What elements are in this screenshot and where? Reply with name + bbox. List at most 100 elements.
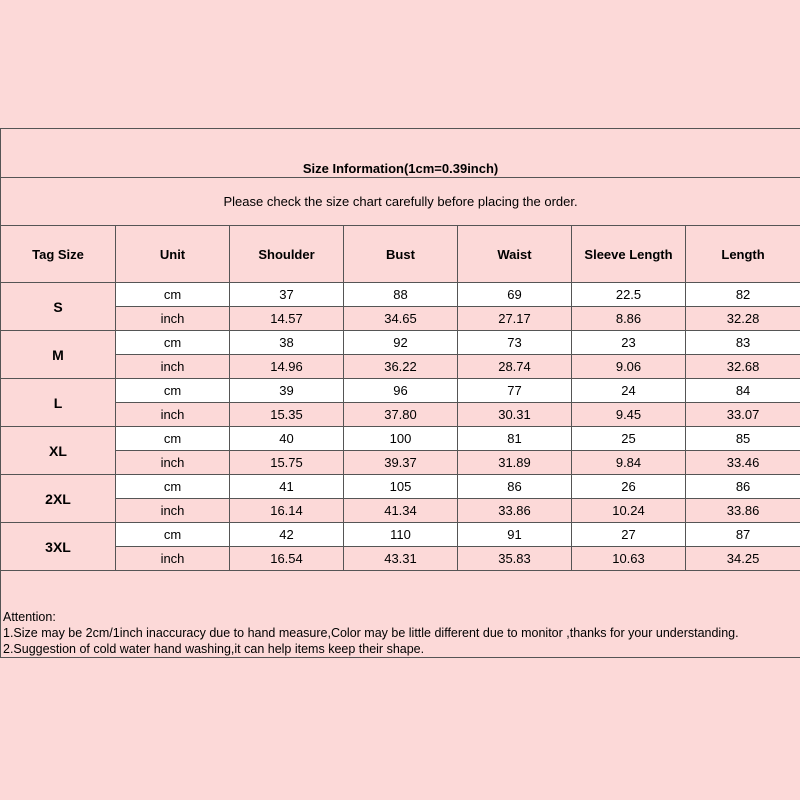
tag-size-cell: L — [0, 378, 116, 427]
column-header: Shoulder — [229, 225, 344, 283]
tag-size-cell: S — [0, 282, 116, 331]
value-cell: 14.57 — [229, 306, 344, 331]
table-row: inch 14.57 34.65 27.17 8.86 32.28 — [1, 306, 800, 331]
value-cell: 9.06 — [571, 354, 686, 379]
column-header: Waist — [457, 225, 572, 283]
value-cell: 41 — [229, 474, 344, 499]
value-cell: 73 — [457, 330, 572, 355]
value-cell: 85 — [684, 426, 800, 451]
table-row: inch 15.75 39.37 31.89 9.84 33.46 — [1, 450, 800, 475]
column-header: Unit — [115, 225, 230, 283]
value-cell: 16.54 — [229, 546, 344, 571]
value-cell: 38 — [229, 330, 344, 355]
value-cell: 82 — [684, 282, 800, 307]
value-cell: 15.75 — [229, 450, 344, 475]
value-cell: 92 — [343, 330, 458, 355]
value-cell: 81 — [457, 426, 572, 451]
value-cell: 30.31 — [457, 402, 572, 427]
notes-heading: Attention: — [3, 610, 56, 624]
table-row: inch 16.14 41.34 33.86 10.24 33.86 — [1, 498, 800, 523]
column-header: Length — [684, 225, 800, 283]
value-cell: 33.86 — [457, 498, 572, 523]
value-cell: 84 — [684, 378, 800, 403]
value-cell: 37 — [229, 282, 344, 307]
size-chart-table: Size Information(1cm=0.39inch) Please ch… — [0, 128, 800, 658]
value-cell: inch — [115, 450, 230, 475]
value-cell: 36.22 — [343, 354, 458, 379]
table-row: inch 15.35 37.80 30.31 9.45 33.07 — [1, 402, 800, 427]
tag-size-cell: XL — [0, 426, 116, 475]
value-cell: 10.24 — [571, 498, 686, 523]
value-cell: 9.45 — [571, 402, 686, 427]
table-row: inch 16.54 43.31 35.83 10.63 34.25 — [1, 546, 800, 571]
value-cell: 100 — [343, 426, 458, 451]
value-cell: 96 — [343, 378, 458, 403]
value-cell: cm — [115, 426, 230, 451]
header-row: Tag Size Unit Shoulder Bust Waist Sleeve Leng… — [0, 225, 800, 283]
table-row: inch 14.96 36.22 28.74 9.06 32.68 — [1, 354, 800, 379]
column-header: Sleeve Length — [571, 225, 686, 283]
value-cell: 37.80 — [343, 402, 458, 427]
value-cell: 10.63 — [571, 546, 686, 571]
value-cell: 27 — [571, 522, 686, 547]
table-row: 3XL cm 42 110 91 27 87 — [0, 522, 800, 571]
value-cell: inch — [115, 498, 230, 523]
value-cell: 33.07 — [684, 402, 800, 427]
value-cell: 77 — [457, 378, 572, 403]
value-cell: 83 — [684, 330, 800, 355]
chart-subtitle: Please check the size chart carefully be… — [0, 177, 800, 226]
note-line: 1.Size may be 2cm/1inch inaccuracy due t… — [3, 626, 739, 640]
note-line: 2.Suggestion of cold water hand washing,… — [3, 642, 425, 656]
value-cell: 16.14 — [229, 498, 344, 523]
value-cell: inch — [115, 306, 230, 331]
value-cell: 86 — [457, 474, 572, 499]
tag-size-cell: 2XL — [0, 474, 116, 523]
value-cell: 41.34 — [343, 498, 458, 523]
value-cell: 43.31 — [343, 546, 458, 571]
value-cell: 87 — [684, 522, 800, 547]
table-row: XL cm 40 100 81 25 85 — [0, 426, 800, 475]
table-row: 2XL cm 41 105 86 26 86 — [0, 474, 800, 523]
notes-cell: Attention: 1.Size may be 2cm/1inch inaccu… — [0, 570, 800, 658]
value-cell: 39.37 — [343, 450, 458, 475]
value-cell: 31.89 — [457, 450, 572, 475]
value-cell: 69 — [457, 282, 572, 307]
value-cell: inch — [115, 546, 230, 571]
value-cell: 15.35 — [229, 402, 344, 427]
value-cell: cm — [115, 378, 230, 403]
value-cell: inch — [115, 402, 230, 427]
column-header: Tag Size — [0, 225, 116, 283]
value-cell: 25 — [571, 426, 686, 451]
value-cell: 42 — [229, 522, 344, 547]
value-cell: inch — [115, 354, 230, 379]
value-cell: 34.65 — [343, 306, 458, 331]
value-cell: 35.83 — [457, 546, 572, 571]
value-cell: 34.25 — [684, 546, 800, 571]
value-cell: 33.86 — [684, 498, 800, 523]
value-cell: cm — [115, 282, 230, 307]
value-cell: 8.86 — [571, 306, 686, 331]
value-cell: cm — [115, 474, 230, 499]
value-cell: 9.84 — [571, 450, 686, 475]
value-cell: 105 — [343, 474, 458, 499]
value-cell: 39 — [229, 378, 344, 403]
value-cell: 88 — [343, 282, 458, 307]
value-cell: 14.96 — [229, 354, 344, 379]
value-cell: 32.68 — [684, 354, 800, 379]
value-cell: 26 — [571, 474, 686, 499]
value-cell: 91 — [457, 522, 572, 547]
value-cell: 23 — [571, 330, 686, 355]
value-cell: cm — [115, 522, 230, 547]
value-cell: 28.74 — [457, 354, 572, 379]
value-cell: 24 — [571, 378, 686, 403]
value-cell: cm — [115, 330, 230, 355]
tag-size-cell: 3XL — [0, 522, 116, 571]
tag-size-cell: M — [0, 330, 116, 379]
value-cell: 33.46 — [684, 450, 800, 475]
column-header: Bust — [343, 225, 458, 283]
value-cell: 32.28 — [684, 306, 800, 331]
value-cell: 40 — [229, 426, 344, 451]
